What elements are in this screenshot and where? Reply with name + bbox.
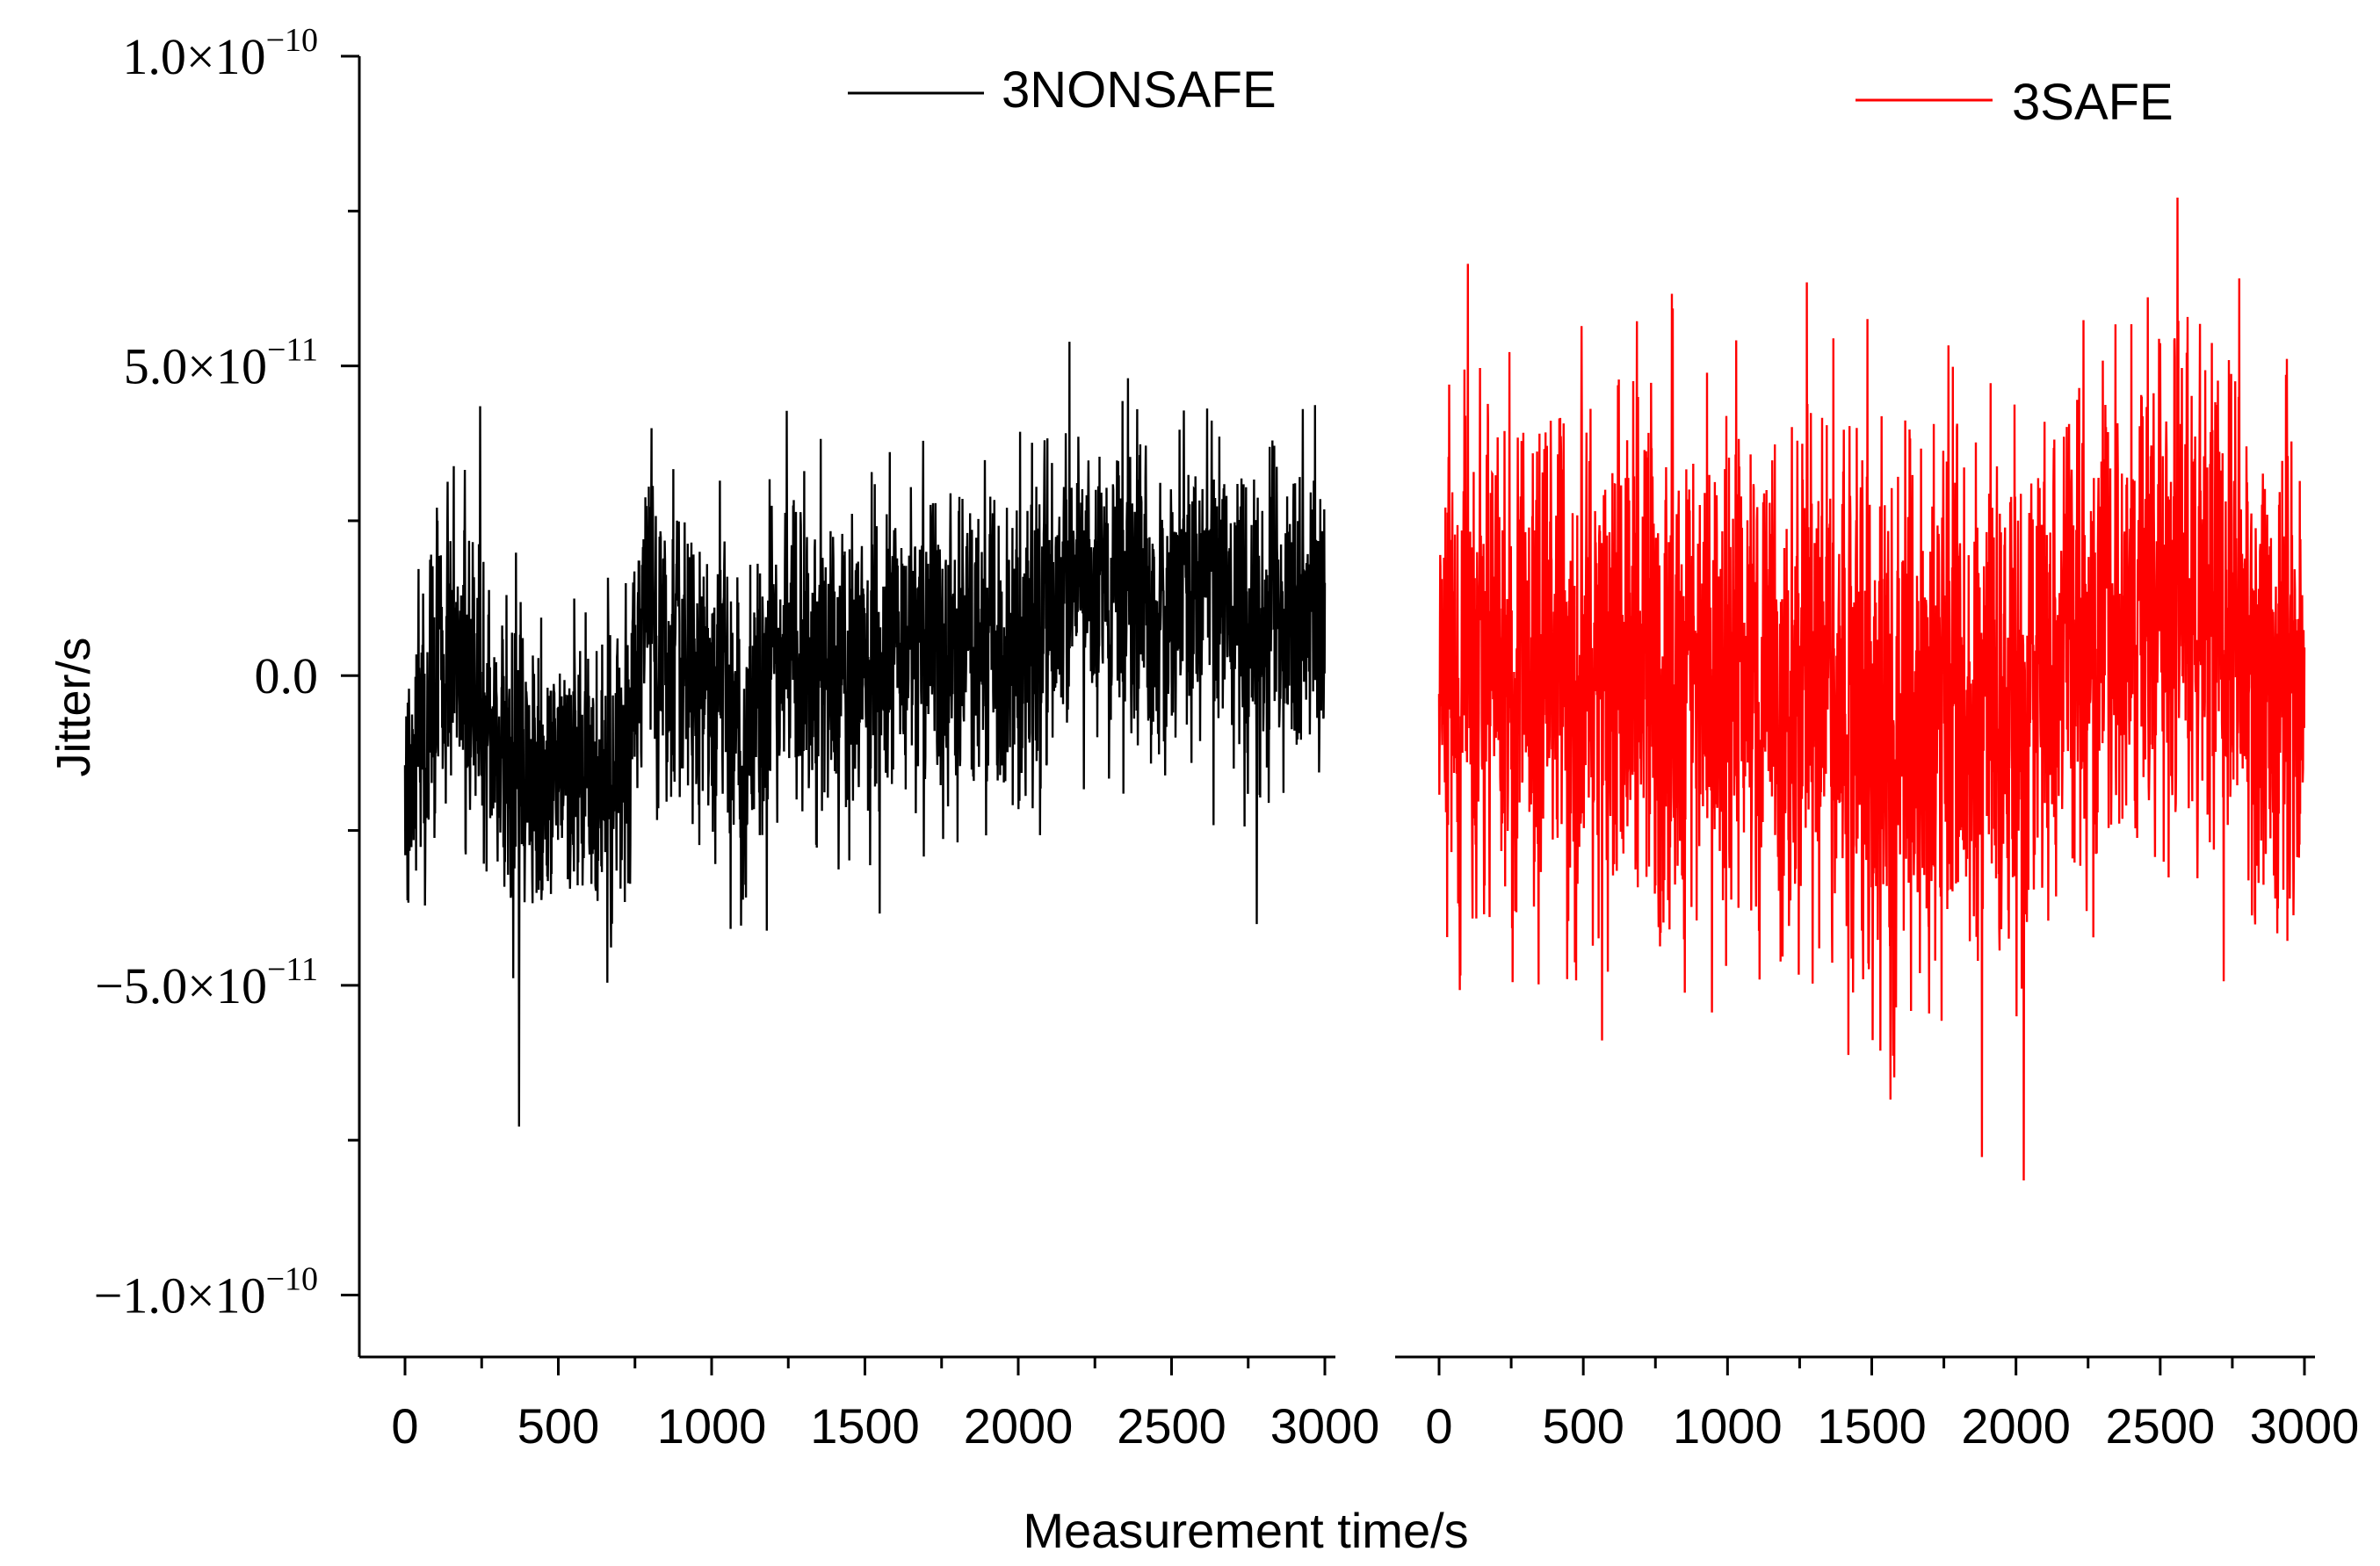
x-tick-label: 1000	[1673, 1398, 1783, 1454]
x-tick-label: 1500	[810, 1398, 920, 1454]
x-tick-label: 3000	[1270, 1398, 1380, 1454]
y-tick-label: −5.0×10−11	[95, 951, 318, 1014]
y-tick-label: 1.0×10−10	[122, 22, 318, 85]
left-x-ticks: 0 500 1000 1500 2000 2500 3000	[391, 1357, 1379, 1454]
x-tick-label: 1000	[657, 1398, 767, 1454]
series-line-3safe	[1437, 197, 2306, 1181]
right-x-ticks: 0 500 1000 1500 2000 2500 3000	[1425, 1357, 2359, 1454]
x-tick-label: 500	[1542, 1398, 1624, 1454]
y-axis-label: Jitter/s	[47, 637, 100, 776]
x-tick-label: 3000	[2250, 1398, 2360, 1454]
x-tick-label: 0	[1425, 1398, 1452, 1454]
left-panel: −1.0×10−10 −5.0×10−11 0.0 5.0×10−11 1.0×10−1…	[94, 22, 1380, 1454]
x-axis-label: Measurement time/s	[1023, 1503, 1468, 1558]
y-tick-label: 0.0	[255, 647, 319, 704]
right-panel: 0 500 1000 1500 2000 2500 3000 3SAFE	[1395, 74, 2359, 1454]
legend-3safe: 3SAFE	[1856, 74, 2174, 131]
y-tick-label: −1.0×10−10	[94, 1260, 318, 1324]
x-tick-label: 2000	[1961, 1398, 2071, 1454]
x-tick-label: 1500	[1817, 1398, 1927, 1454]
legend-label-3nonsafe: 3NONSAFE	[1002, 61, 1277, 119]
legend-3nonsafe: 3NONSAFE	[848, 61, 1277, 119]
left-y-ticks: −1.0×10−10 −5.0×10−11 0.0 5.0×10−11 1.0×10−1…	[94, 22, 359, 1324]
x-tick-label: 2500	[2106, 1398, 2216, 1454]
x-tick-label: 2000	[964, 1398, 1074, 1454]
x-tick-label: 2500	[1117, 1398, 1226, 1454]
series-line-3nonsafe	[403, 342, 1327, 1127]
x-tick-label: 500	[517, 1398, 599, 1454]
y-tick-label: 5.0×10−11	[124, 332, 318, 395]
legend-label-3safe: 3SAFE	[2012, 74, 2174, 131]
x-tick-label: 0	[391, 1398, 418, 1454]
